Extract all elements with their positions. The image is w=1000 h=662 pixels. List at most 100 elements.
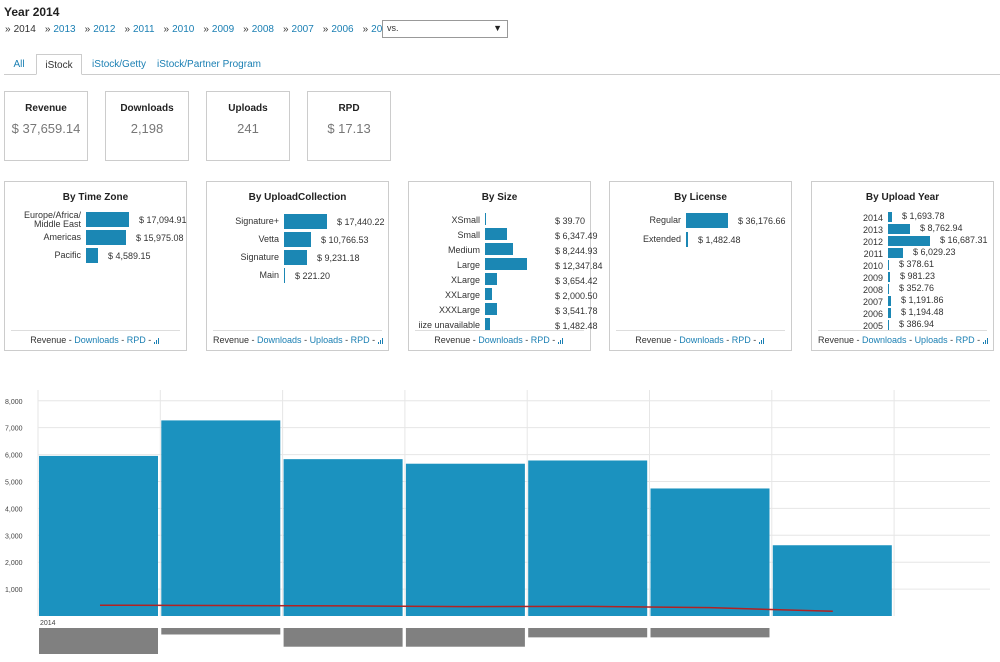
panel-row[interactable]: Regular $ 36,176.66 xyxy=(610,213,791,228)
bar-chart-icon[interactable] xyxy=(153,338,161,344)
metric-link-rpd[interactable]: RPD xyxy=(126,335,146,345)
double-chevron-icon: » xyxy=(44,24,51,35)
kpi-rpd: RPD $ 17.13 xyxy=(307,91,391,161)
panel-row[interactable]: XSmall $ 39.70 xyxy=(409,213,590,227)
row-value: $ 981.23 xyxy=(900,271,936,281)
kpi-value: 241 xyxy=(237,121,259,136)
row-bar xyxy=(284,232,311,247)
metric-link-rpd[interactable]: RPD xyxy=(530,335,550,345)
bar-chart-icon[interactable] xyxy=(377,338,385,344)
panel-by-size: By Size XSmall $ 39.70 Small $ 6,347.49 Mediu… xyxy=(408,181,603,351)
row-label: Europe/Africa/ Middle East xyxy=(23,210,81,230)
secondary-bar xyxy=(405,628,525,647)
metric-link-rpd[interactable]: RPD xyxy=(350,335,370,345)
row-value: $ 3,541.78 xyxy=(555,306,598,316)
row-bar xyxy=(888,260,889,270)
metric-link-downloads[interactable]: Downloads xyxy=(74,335,119,345)
tab-all[interactable]: All xyxy=(13,59,25,70)
row-bar xyxy=(888,212,892,222)
row-bar xyxy=(485,273,497,285)
panel-row[interactable]: 2006 $ 1,194.48 xyxy=(812,307,993,321)
compare-select[interactable]: vs. ▼ xyxy=(382,20,508,38)
year-link-2012[interactable]: » 2012 xyxy=(85,24,116,35)
panel-row[interactable]: Americas $ 15,975.08 xyxy=(5,230,186,245)
year-link-2011[interactable]: » 2011 xyxy=(124,24,154,35)
bar-chart-icon[interactable] xyxy=(982,338,990,344)
row-bar xyxy=(86,248,98,263)
year-link-2013[interactable]: » 2013 xyxy=(45,24,76,35)
panel-row[interactable]: 2010 $ 378.61 xyxy=(812,259,993,273)
row-label: Medium xyxy=(447,245,480,255)
row-value: $ 8,244.93 xyxy=(555,246,598,256)
row-value: $ 6,347.49 xyxy=(555,231,598,241)
tab-istock-getty[interactable]: iStock/Getty xyxy=(92,59,146,70)
panel-row[interactable]: Signature+ $ 17,440.22 xyxy=(207,214,388,229)
double-chevron-icon: » xyxy=(5,24,11,35)
panel-row[interactable]: 2014 $ 1,693.78 xyxy=(812,211,993,225)
row-bar xyxy=(888,272,890,282)
metric-link-downloads[interactable]: Downloads xyxy=(862,335,907,345)
double-chevron-icon: » xyxy=(282,24,289,35)
panel-row[interactable]: 2007 $ 1,191.86 xyxy=(812,295,993,309)
panel-row[interactable]: Small $ 6,347.49 xyxy=(409,228,598,242)
panel-row[interactable]: XXXLarge $ 3,541.78 xyxy=(409,303,598,317)
panel-row[interactable]: Large $ 12,347.84 xyxy=(409,258,603,272)
panel-by-uploadcollection: By UploadCollection Signature+ $ 17,440.22… xyxy=(206,181,389,351)
row-bar xyxy=(86,212,129,227)
panel-row[interactable]: 2005 $ 386.94 xyxy=(812,319,993,333)
tab-istock-partner-program[interactable]: iStock/Partner Program xyxy=(157,59,261,70)
panel-row[interactable]: XXLarge $ 2,000.50 xyxy=(409,288,598,302)
row-label: 2013 xyxy=(862,225,883,235)
panel-row[interactable]: Europe/Africa/ Middle East $ 17,094.91 xyxy=(5,210,187,229)
row-label: Signature+ xyxy=(235,216,279,226)
year-label: 2010 xyxy=(172,24,195,35)
row-bar xyxy=(86,230,126,245)
metric-link-downloads[interactable]: Downloads xyxy=(679,335,724,345)
metric-link-uploads[interactable]: Uploads xyxy=(914,335,948,345)
panel-row[interactable]: Pacific $ 4,589.15 xyxy=(5,248,186,263)
year-link-2008[interactable]: » 2008 xyxy=(243,24,274,35)
row-value: $ 8,762.94 xyxy=(920,223,963,233)
row-label: 2009 xyxy=(862,273,883,283)
panel-row[interactable]: 2008 $ 352.76 xyxy=(812,283,993,297)
panel-row[interactable]: Extended $ 1,482.48 xyxy=(610,232,791,247)
row-bar xyxy=(888,320,889,330)
bar-chart-icon[interactable] xyxy=(557,338,565,344)
panel-row[interactable]: 2013 $ 8,762.94 xyxy=(812,223,993,237)
panel-row[interactable]: Main $ 221.20 xyxy=(207,268,388,283)
panel-row[interactable]: iize unavailable $ 1,482.48 xyxy=(409,318,598,332)
row-bar xyxy=(284,214,327,229)
row-label: Regular xyxy=(649,215,681,225)
row-value: $ 36,176.66 xyxy=(738,216,786,226)
revenue-chart: 1,000 2,000 3,000 4,000 5,000 6,000 7,000 8,000… xyxy=(5,390,990,654)
panel-row[interactable]: Signature $ 9,231.18 xyxy=(207,250,388,265)
metric-link-rpd[interactable]: RPD xyxy=(731,335,751,345)
y-tick-label: 8,000 xyxy=(5,399,23,406)
year-link-2007[interactable]: » 2007 xyxy=(283,24,314,35)
panel-row[interactable]: Vetta $ 10,766.53 xyxy=(207,232,388,247)
chart-bar xyxy=(528,460,648,616)
row-label: 2010 xyxy=(862,261,883,271)
metric-link-downloads[interactable]: Downloads xyxy=(478,335,523,345)
panel-row[interactable]: 2011 $ 6,029.23 xyxy=(812,247,993,261)
panel-row[interactable]: 2012 $ 16,687.31 xyxy=(812,235,993,249)
year-link-2006[interactable]: » 2006 xyxy=(323,24,354,35)
metric-current: Revenue xyxy=(213,335,250,345)
bar-chart-icon[interactable] xyxy=(758,338,766,344)
metric-link-uploads[interactable]: Uploads xyxy=(309,335,343,345)
compare-select-value: vs. xyxy=(387,23,399,33)
kpi-label: Revenue xyxy=(25,103,67,114)
panel-row[interactable]: Medium $ 8,244.93 xyxy=(409,243,598,257)
year-link-2009[interactable]: » 2009 xyxy=(203,24,234,35)
panel-row[interactable]: 2009 $ 981.23 xyxy=(812,271,993,285)
row-value: $ 386.94 xyxy=(899,319,935,329)
panel-row[interactable]: XLarge $ 3,654.42 xyxy=(409,273,598,287)
year-link-2010[interactable]: » 2010 xyxy=(164,24,195,35)
tab-istock[interactable]: iStock xyxy=(36,54,82,75)
metric-link-downloads[interactable]: Downloads xyxy=(257,335,302,345)
metric-link-rpd[interactable]: RPD xyxy=(955,335,975,345)
x-tick-label: 2014 xyxy=(40,620,56,627)
kpi-value: $ 17.13 xyxy=(327,121,371,136)
row-label: Main xyxy=(259,270,279,280)
kpi-uploads: Uploads 241 xyxy=(206,91,290,161)
